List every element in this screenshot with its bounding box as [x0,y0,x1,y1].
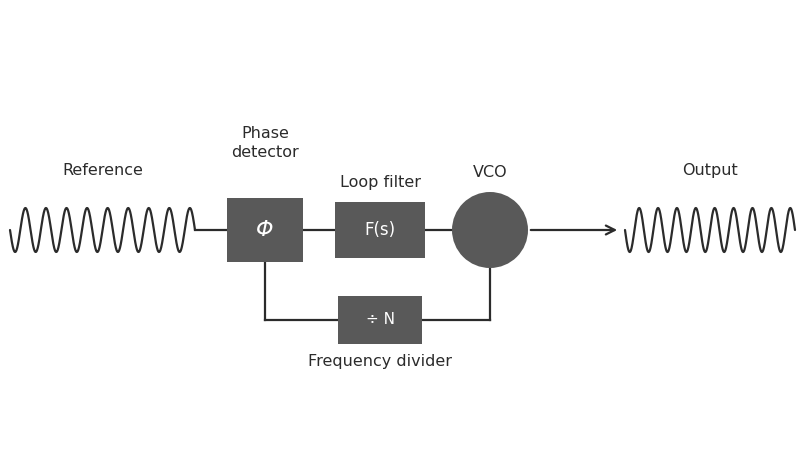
Text: Reference: Reference [62,163,143,178]
Text: Φ: Φ [256,220,274,240]
Text: VCO: VCO [473,165,507,180]
Text: ÷ N: ÷ N [366,312,394,328]
Text: Phase
detector: Phase detector [231,126,299,160]
Text: Frequency divider: Frequency divider [308,354,452,369]
Text: Loop filter: Loop filter [339,175,421,190]
Ellipse shape [452,192,528,268]
Bar [335,202,425,258]
Bar [227,198,303,262]
Text: F(s): F(s) [365,221,395,239]
Text: Output: Output [682,163,738,178]
Bar [338,296,422,344]
